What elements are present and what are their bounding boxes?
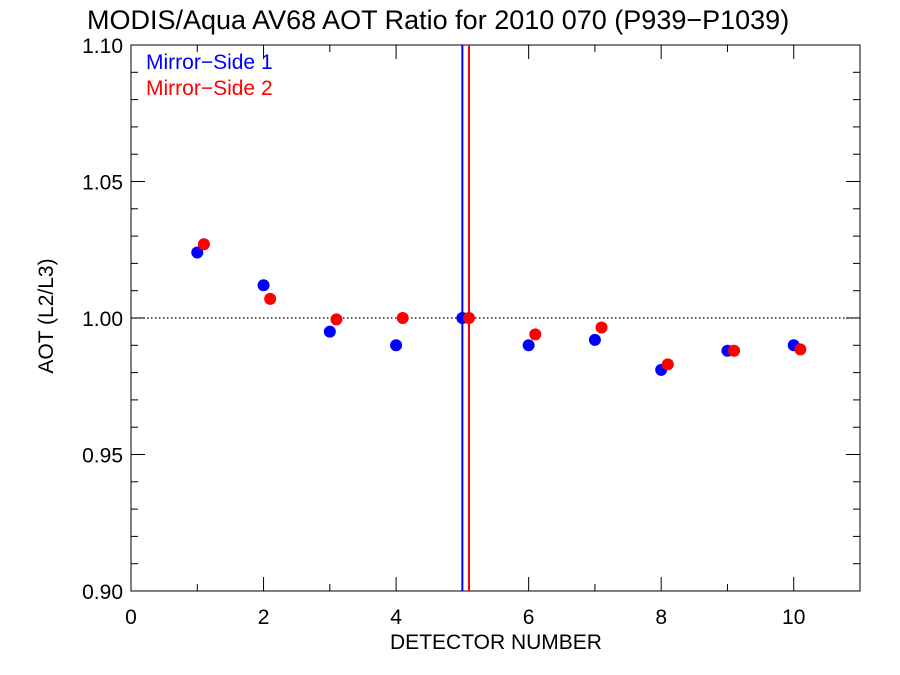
data-point-series-2: [462, 312, 475, 324]
data-point-series-1: [323, 325, 336, 338]
x-tick-label: 10: [782, 606, 805, 629]
x-axis-label: DETECTOR NUMBER: [390, 631, 602, 654]
x-tick-label: 0: [125, 606, 137, 629]
data-point-series-1: [390, 339, 403, 352]
x-tick-labels: 0 2 4 6 8 10: [125, 606, 805, 629]
y-tick-labels: 0.90 0.95 1.00 1.05 1.10: [82, 35, 123, 604]
legend-entry-mirror-side-1: Mirror−Side 1: [146, 51, 273, 74]
y-tick-label: 0.90: [82, 581, 123, 604]
data-point-series-2: [728, 344, 741, 357]
data-point-series-2: [529, 328, 542, 341]
y-tick-label: 0.95: [82, 445, 123, 468]
data-point-series-2: [794, 343, 807, 356]
y-tick-label: 1.05: [82, 172, 123, 195]
data-point-series-2: [264, 292, 277, 305]
x-tick-label: 8: [655, 606, 667, 629]
y-tick-label: 1.10: [82, 35, 123, 58]
x-tick-label: 6: [523, 606, 535, 629]
legend-entry-mirror-side-2: Mirror−Side 2: [146, 77, 273, 100]
data-point-series-2: [595, 321, 608, 334]
data-point-series-2: [197, 238, 210, 251]
data-point-series-1: [257, 279, 270, 292]
y-tick-label: 1.00: [82, 308, 123, 331]
chart-title: MODIS/Aqua AV68 AOT Ratio for 2010 070 (…: [87, 5, 789, 35]
data-point-series-2: [661, 358, 674, 371]
y-axis-label: AOT (L2/L3): [35, 258, 58, 373]
data-points: [191, 238, 807, 376]
data-point-series-1: [191, 246, 204, 259]
data-point-series-2: [330, 313, 343, 326]
data-point-series-2: [396, 312, 409, 324]
x-tick-label: 2: [258, 606, 270, 629]
x-tick-label: 4: [390, 606, 402, 629]
data-point-series-1: [588, 333, 601, 346]
data-point-series-1: [522, 339, 535, 352]
